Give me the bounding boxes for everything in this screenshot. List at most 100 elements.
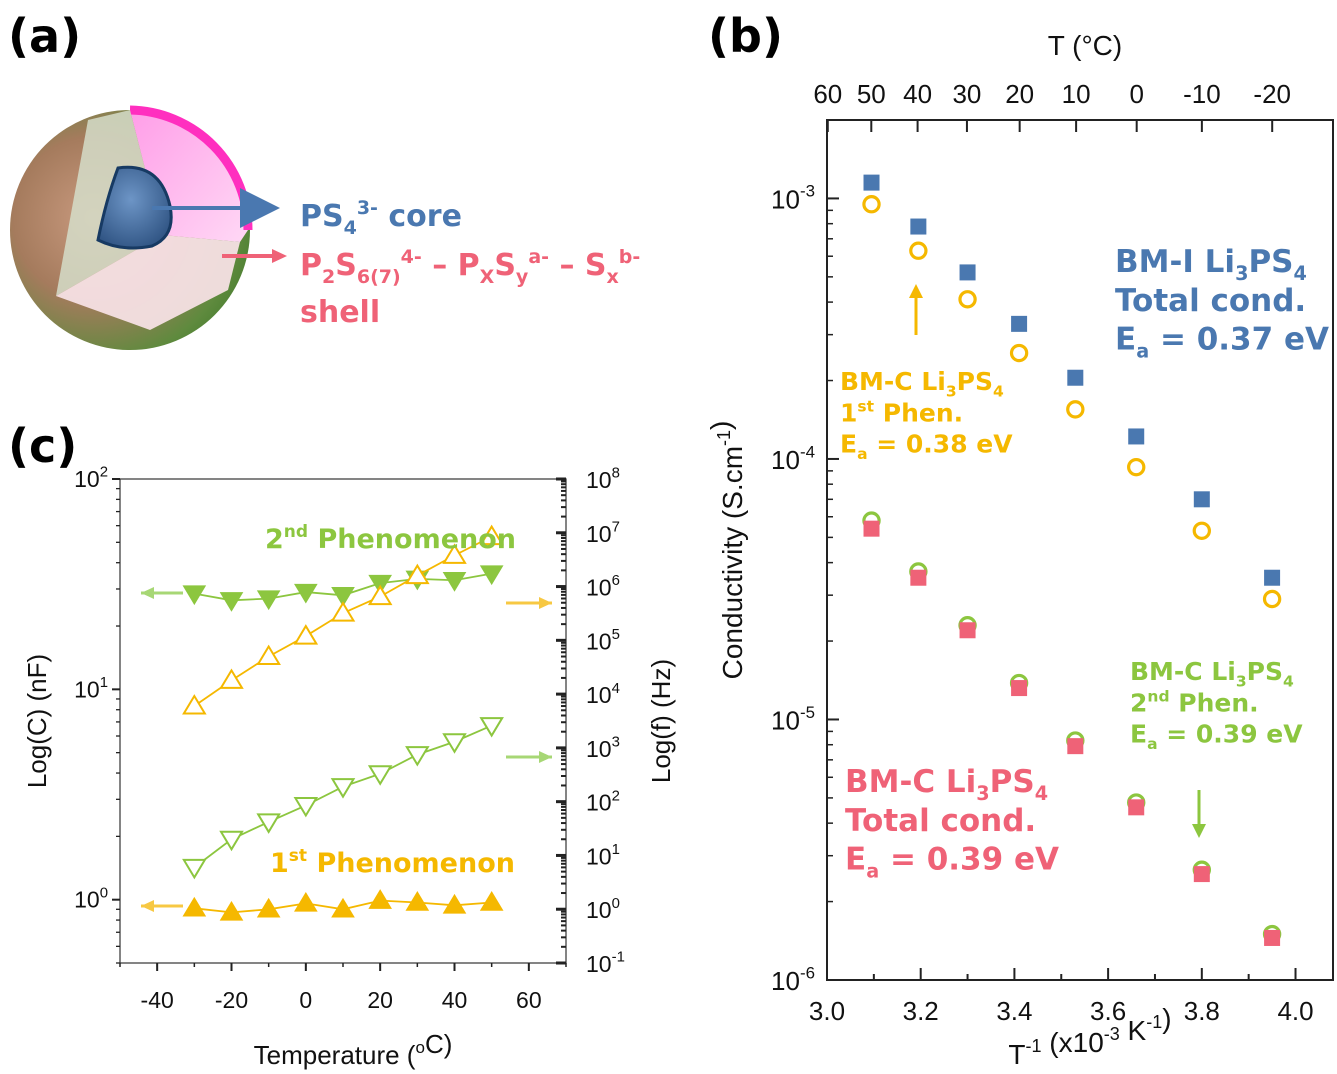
data-point-0 xyxy=(1193,491,1210,508)
data-point-2 xyxy=(405,746,430,767)
x-tick-label: 60 xyxy=(516,987,542,1013)
core-shell-sphere xyxy=(10,105,253,350)
data-point-2 xyxy=(330,778,356,799)
data-point-2 xyxy=(182,858,207,880)
x-tick-label: 0 xyxy=(299,987,312,1013)
data-point-0 xyxy=(1264,569,1281,586)
data-point-3 xyxy=(331,897,355,918)
arrow-2nd-right-head xyxy=(539,597,552,609)
data-point-0 xyxy=(959,264,976,281)
y-tick-label: 10-3 xyxy=(771,182,815,215)
data-point-1 xyxy=(1192,521,1212,540)
conductivity-chart: 3.0 3.2 3.4 3.6 3.8 4.0 10-6 10-5 10-4 10-3 60 50 40… xyxy=(705,30,1334,1070)
data-point-1 xyxy=(293,624,319,645)
data-point-0 xyxy=(1067,369,1084,386)
data-point-2 xyxy=(479,717,504,738)
data-point-3 xyxy=(1011,680,1028,697)
y-axis-title: Conductivity (S.cm-1) xyxy=(705,421,748,680)
data-point-0 xyxy=(910,218,927,235)
top-tick-label: 0 xyxy=(1129,79,1143,109)
y-right-tick-label: 105 xyxy=(586,626,620,654)
data-point-0 xyxy=(182,585,207,606)
y-tick-label: 10-6 xyxy=(771,963,815,996)
bmc2-annotation-ea: Ea = 0.39 eV xyxy=(1130,720,1303,753)
x-tick-label: 3.2 xyxy=(903,996,939,1026)
bmct-annotation-line2: Total cond. xyxy=(845,803,1036,839)
bmc2-arrow-head xyxy=(1192,824,1206,838)
data-point-2 xyxy=(219,830,244,852)
y-right-title: Log(f) (Hz) xyxy=(646,659,676,783)
bmc1-annotation-ea: Ea = 0.38 eV xyxy=(840,430,1013,463)
x-tick-label: 3.0 xyxy=(809,996,845,1026)
top-tick-label: 30 xyxy=(952,79,981,109)
bmc1-annotation-name: BM-C Li3PS4 xyxy=(840,367,1004,400)
y-left-tick-label: 102 xyxy=(74,464,108,492)
data-point-0 xyxy=(1011,315,1028,332)
data-point-2 xyxy=(442,733,467,754)
x-tick-label: 3.4 xyxy=(996,996,1032,1026)
data-point-1 xyxy=(1066,400,1085,419)
panel-c-label: (c) xyxy=(8,419,77,473)
shell-formula: P2S6(7)4- – PXSya- – Sxb- xyxy=(300,246,640,288)
phenomenon-chart: -40 -20 0 20 40 60 100 101 102 10-1 100 101 102 103 10… xyxy=(22,464,676,1070)
data-point-3 xyxy=(442,893,467,914)
top-tick-label: -20 xyxy=(1253,79,1291,109)
bmc2-annotation-line2: 2nd Phen. xyxy=(1130,687,1259,717)
top-axis-title: T (°C) xyxy=(1048,30,1122,61)
data-point-3 xyxy=(219,900,244,921)
data-point-3 xyxy=(479,891,504,911)
data-point-3 xyxy=(1193,866,1210,883)
y-right-tick-label: 106 xyxy=(586,572,620,600)
bmct-annotation-name: BM-C Li3PS4 xyxy=(845,764,1048,805)
core-label: PS43- core xyxy=(300,197,462,239)
x-axis-title: Temperature (oC) xyxy=(254,1029,453,1070)
x-tick-label: 40 xyxy=(442,987,468,1013)
y-right-tick-label: 10-1 xyxy=(586,949,625,977)
x-tick-label: 3.8 xyxy=(1184,996,1220,1026)
y-right-tick-label: 102 xyxy=(586,787,620,815)
y-right-tick-label: 107 xyxy=(586,518,620,546)
data-point-0 xyxy=(368,574,392,595)
x-tick-label: 20 xyxy=(367,987,393,1013)
data-point-1 xyxy=(862,195,881,214)
top-tick-label: 20 xyxy=(1005,79,1034,109)
data-point-1 xyxy=(219,668,244,689)
data-point-0 xyxy=(256,590,281,611)
y-left-tick-label: 101 xyxy=(74,674,108,702)
data-point-1 xyxy=(367,584,393,606)
bmc1-annotation-line2: 1st Phen. xyxy=(840,397,963,427)
bmi-annotation-ea: Ea = 0.37 eV xyxy=(1115,322,1329,363)
x-tick-label: -20 xyxy=(215,987,248,1013)
shell-word: shell xyxy=(300,295,380,330)
plot-frame xyxy=(826,119,1334,981)
data-point-2 xyxy=(256,813,281,834)
data-point-3 xyxy=(182,896,207,917)
label-2nd-phenomenon: 2nd Phenomenon xyxy=(265,522,516,555)
panel-a-label: (a) xyxy=(8,9,81,63)
data-point-1 xyxy=(1262,589,1282,609)
y-left-tick-label: 100 xyxy=(74,884,108,912)
top-tick-label: 10 xyxy=(1062,79,1091,109)
bmc1-arrow-head xyxy=(909,284,923,298)
data-point-1 xyxy=(330,601,356,622)
data-point-1 xyxy=(405,563,430,585)
data-point-0 xyxy=(331,587,355,607)
arrow-1st-right-head xyxy=(539,751,552,763)
bmc2-annotation-name: BM-C Li3PS4 xyxy=(1130,657,1294,690)
x-tick-label: -40 xyxy=(141,987,174,1013)
data-point-2 xyxy=(367,765,393,786)
x-axis-title: T-1 (x10-3 K-1) xyxy=(1008,1003,1171,1070)
y-right-tick-label: 103 xyxy=(586,734,620,762)
label-1st-phenomenon: 1st Phenomenon xyxy=(270,846,515,879)
data-point-0 xyxy=(479,565,504,586)
data-point-1 xyxy=(909,241,928,260)
data-point-3 xyxy=(256,897,281,918)
y-right-tick-label: 100 xyxy=(586,895,620,923)
data-point-3 xyxy=(405,891,430,911)
data-point-3 xyxy=(368,889,392,909)
data-point-0 xyxy=(863,174,880,191)
x-tick-label: 4.0 xyxy=(1277,996,1313,1026)
top-tick-label: -10 xyxy=(1183,79,1221,109)
x-tick-label: 3.6 xyxy=(1090,996,1126,1026)
